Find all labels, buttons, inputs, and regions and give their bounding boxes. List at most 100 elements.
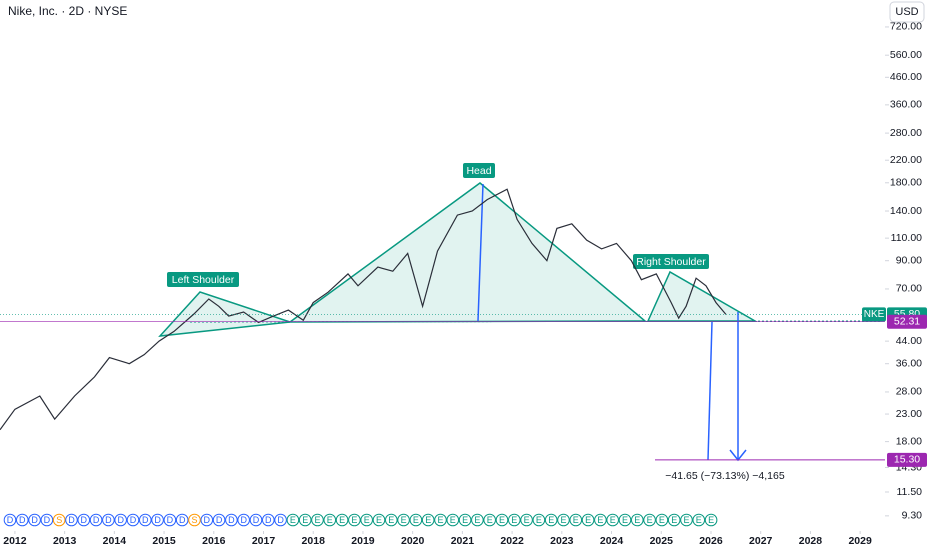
event-icon [569, 513, 583, 527]
event-icon [692, 513, 706, 527]
event-icon [446, 513, 460, 527]
x-tick-label: 2025 [650, 535, 674, 547]
event-icon [323, 513, 337, 527]
event-letter: E [708, 515, 714, 525]
currency-box[interactable] [889, 1, 925, 23]
event-icon [520, 513, 533, 527]
event-icon [40, 513, 54, 527]
event-letter: E [413, 515, 419, 525]
event-letter: D [167, 515, 174, 525]
symbol-label: NKE [864, 309, 885, 320]
annotation: Right Shoulder [636, 256, 706, 268]
event-letter: D [277, 515, 284, 525]
event-icon [667, 513, 681, 527]
event-letter: E [425, 515, 431, 525]
y-tick-label: 23.00 [896, 408, 922, 420]
event-letter: E [437, 515, 443, 525]
event-icon [421, 513, 435, 527]
x-tick-label: 2016 [202, 535, 226, 547]
y-tick-label: 720.00 [890, 21, 922, 33]
event-letter: D [68, 515, 75, 525]
event-icon [557, 513, 570, 527]
event-icon [606, 513, 620, 527]
event-letter: E [388, 515, 394, 525]
event-letter: E [327, 515, 333, 525]
y-tick-label: 90.00 [896, 254, 922, 266]
x-tick-label: 2017 [252, 535, 276, 547]
y-tick-label: 460.00 [890, 71, 922, 83]
x-tick-label: 2013 [53, 535, 77, 547]
event-letter: D [81, 515, 88, 525]
event-icon [249, 513, 263, 527]
y-tick-label: 180.00 [890, 177, 922, 189]
event-icon [495, 513, 509, 527]
event-icon [114, 513, 127, 527]
event-icon [102, 513, 115, 527]
price-label: 15.30 [894, 454, 920, 466]
event-letter: D [142, 515, 149, 525]
currency[interactable]: USD [895, 6, 918, 18]
event-icon [52, 513, 66, 527]
event-icon [471, 513, 484, 527]
y-tick-label: 280.00 [890, 127, 922, 139]
y-tick-label: 560.00 [890, 49, 922, 61]
event-letter: E [290, 515, 296, 525]
x-tick-label: 2026 [699, 535, 723, 547]
event-letter: E [339, 515, 345, 525]
event-letter: D [253, 515, 260, 525]
event-letter: E [511, 515, 517, 525]
event-letter: E [597, 515, 603, 525]
event-letter: D [117, 515, 124, 525]
event-letter: D [44, 515, 51, 525]
event-icon [372, 513, 386, 527]
annotation: Left Shoulder [172, 274, 235, 286]
event-letter: D [204, 515, 211, 525]
label-box [633, 254, 709, 269]
y-tick-label: 36.00 [896, 357, 922, 369]
event-letter: E [659, 515, 665, 525]
y-tick-label: 28.00 [896, 386, 922, 398]
event-letter: D [105, 515, 112, 525]
event-letter: S [56, 515, 62, 525]
symbol-box [862, 307, 886, 322]
event-letter: E [585, 515, 591, 525]
event-icon [65, 513, 78, 527]
event-icon [397, 513, 410, 527]
event-letter: E [671, 515, 677, 525]
event-letter: E [401, 515, 407, 525]
event-icon [212, 513, 226, 527]
event-icon [188, 513, 201, 527]
event-icon [262, 513, 275, 527]
x-tick-label: 2021 [451, 535, 475, 547]
y-tick-label: 44.00 [896, 335, 922, 347]
event-letter: E [683, 515, 689, 525]
event-icon [77, 513, 91, 527]
annotations: Left Shoulder Head Right Shoulder −41.65… [0, 21, 927, 547]
event-icon [532, 513, 546, 527]
event-icon [409, 513, 423, 527]
y-tick-label: 220.00 [890, 154, 922, 166]
event-icon [483, 513, 497, 527]
y-tick-label: 11.50 [897, 486, 923, 498]
event-icon [225, 513, 238, 527]
event-icon [200, 513, 214, 527]
event-icon [655, 513, 669, 527]
label-box [463, 163, 495, 178]
price-line [0, 188, 727, 431]
event-letter: E [634, 515, 640, 525]
event-icon [643, 513, 656, 527]
event-letter: E [474, 515, 480, 525]
event-letter: D [240, 515, 247, 525]
left-shoulder-shape [158, 291, 291, 337]
x-tick-label: 2022 [500, 535, 524, 547]
event-icon [16, 513, 29, 527]
x-tick-label: 2024 [600, 535, 624, 547]
price-label-box [887, 452, 927, 467]
measurement: −41.65 (−73.13%) −4,165 [665, 470, 785, 482]
event-icon [3, 513, 17, 527]
event-icon [237, 513, 250, 527]
x-tick-label: 2020 [401, 535, 425, 547]
event-icon [348, 513, 361, 527]
y-tick-label: 360.00 [890, 99, 922, 111]
